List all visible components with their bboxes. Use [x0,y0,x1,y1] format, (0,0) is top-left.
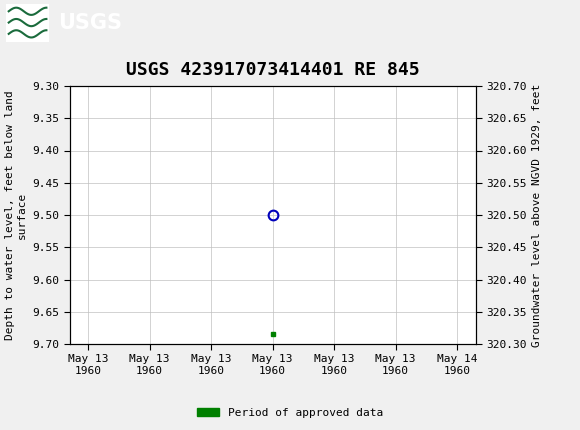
Y-axis label: Depth to water level, feet below land
surface: Depth to water level, feet below land su… [5,90,27,340]
Y-axis label: Groundwater level above NGVD 1929, feet: Groundwater level above NGVD 1929, feet [532,83,542,347]
Title: USGS 423917073414401 RE 845: USGS 423917073414401 RE 845 [126,61,419,79]
Bar [6,3,49,42]
Legend: Period of approved data: Period of approved data [193,403,387,422]
Text: USGS: USGS [58,12,122,33]
